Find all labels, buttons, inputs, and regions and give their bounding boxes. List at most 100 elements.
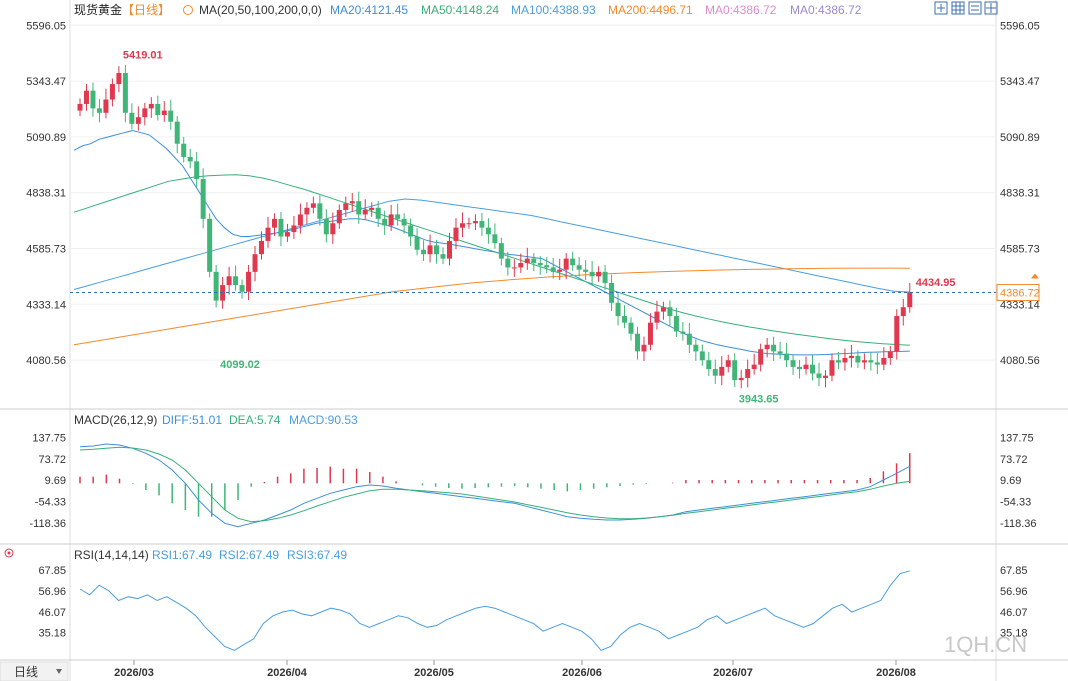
- rsi-tick-right: 56.96: [1000, 586, 1028, 598]
- rsi-tick-left: 67.85: [38, 565, 66, 577]
- macd-dea: DEA:5.74: [229, 413, 281, 427]
- candle-body: [764, 344, 770, 350]
- macd-tick-right: -118.36: [1000, 518, 1037, 530]
- period-button-label[interactable]: 日线: [14, 665, 38, 679]
- y-tick-right: 5596.05: [1000, 20, 1040, 32]
- macd-tick-right: 73.72: [1000, 454, 1028, 466]
- candle-body: [628, 322, 634, 334]
- candle-body: [155, 103, 161, 115]
- candle-body: [297, 214, 303, 226]
- candle-body: [103, 99, 109, 113]
- candle-body: [894, 316, 900, 352]
- candle-body: [291, 225, 297, 233]
- candle-body: [161, 110, 167, 115]
- candle-body: [641, 344, 647, 352]
- candle-body: [233, 276, 239, 286]
- candle-body: [738, 377, 744, 381]
- macd-value: MACD:90.53: [289, 413, 358, 427]
- candle-body: [200, 179, 206, 219]
- rsi-tick-left: 56.96: [38, 586, 66, 598]
- candle-body: [868, 360, 874, 363]
- candle-body: [900, 307, 906, 317]
- macd-panel: [79, 443, 911, 528]
- macd-tick-left: 137.75: [32, 432, 66, 444]
- candle-body: [615, 302, 621, 317]
- candle-body: [550, 267, 556, 272]
- grid-layout-icon[interactable]: [951, 1, 965, 15]
- period-label: 【日线】: [122, 3, 170, 17]
- candle-body: [570, 258, 576, 266]
- candle-body: [259, 240, 265, 255]
- expand-icon[interactable]: [934, 1, 948, 15]
- candle-body: [207, 218, 213, 272]
- candle-body: [330, 223, 336, 235]
- candle-body: [408, 225, 414, 237]
- macd-tick-right: 9.69: [1000, 475, 1021, 487]
- rsi3-value: RSI3:67.49: [287, 548, 347, 562]
- move-icon[interactable]: [984, 1, 998, 15]
- candle-body: [447, 240, 453, 259]
- rsi-tick-left: 46.07: [38, 607, 66, 619]
- candle-body: [414, 236, 420, 250]
- y-tick-left: 5596.05: [26, 20, 66, 32]
- candle-body: [537, 263, 543, 266]
- candle-body: [647, 322, 653, 345]
- candle-body: [751, 364, 757, 370]
- ma50-value: MA50:4148.24: [421, 3, 499, 17]
- y-tick-right: 5343.47: [1000, 76, 1040, 88]
- x-tick-label: 2026/07: [713, 667, 753, 679]
- candle-body: [382, 218, 388, 226]
- candle-body: [356, 201, 362, 215]
- candle-body: [602, 271, 608, 283]
- list-icon[interactable]: [968, 1, 982, 15]
- candle-body: [317, 203, 323, 219]
- rsi-panel: [79, 570, 910, 651]
- chevron-down-icon[interactable]: [56, 669, 62, 674]
- candle-body: [77, 103, 83, 111]
- candle-body: [323, 218, 329, 235]
- candle-body: [686, 333, 692, 345]
- candle-body: [181, 143, 187, 157]
- macd-tick-left: -54.33: [35, 496, 66, 508]
- period-button[interactable]: [0, 661, 69, 681]
- settings-icon[interactable]: [183, 5, 193, 15]
- x-tick-label: 2026/05: [414, 667, 454, 679]
- ma0b-value: MA0:4386.72: [790, 3, 862, 17]
- candle-body: [90, 90, 96, 109]
- candle-body: [505, 258, 511, 268]
- y-tick-left: 5343.47: [26, 76, 66, 88]
- rsi-gear-icon[interactable]: [4, 548, 14, 558]
- candle-body: [304, 207, 310, 215]
- candle-body: [252, 254, 258, 272]
- candle-body: [96, 108, 102, 113]
- candle-body: [271, 218, 277, 228]
- candle-body: [401, 218, 407, 226]
- price-marker-icon: [1031, 273, 1039, 279]
- rsi-title: RSI(14,14,14): [74, 548, 149, 562]
- candle-body: [343, 203, 349, 210]
- candle-body: [810, 364, 816, 374]
- candle-body: [498, 243, 504, 259]
- macd-title: MACD(26,12,9): [74, 413, 157, 427]
- candle-body: [434, 245, 440, 255]
- candle-body: [246, 271, 252, 292]
- candle-body: [453, 227, 459, 241]
- candle-body: [667, 307, 673, 317]
- candle-body: [822, 375, 828, 378]
- macd-dea-line: [79, 446, 910, 523]
- candle-body: [531, 258, 537, 264]
- ma200-line: [73, 267, 910, 346]
- low-annotation-2: 3943.65: [739, 394, 779, 406]
- candle-body: [336, 210, 342, 224]
- candle-body: [654, 311, 660, 323]
- candle-body: [369, 207, 375, 210]
- rsi-tick-right: 67.85: [1000, 565, 1028, 577]
- candle-body: [174, 121, 180, 144]
- y-tick-left: 4838.31: [26, 188, 66, 200]
- candle-body: [907, 292, 913, 308]
- current-price-box: [996, 283, 1040, 301]
- candle-body: [816, 373, 822, 378]
- x-tick-label: 2026/06: [562, 667, 602, 679]
- macd-tick-right: -54.33: [1000, 496, 1031, 508]
